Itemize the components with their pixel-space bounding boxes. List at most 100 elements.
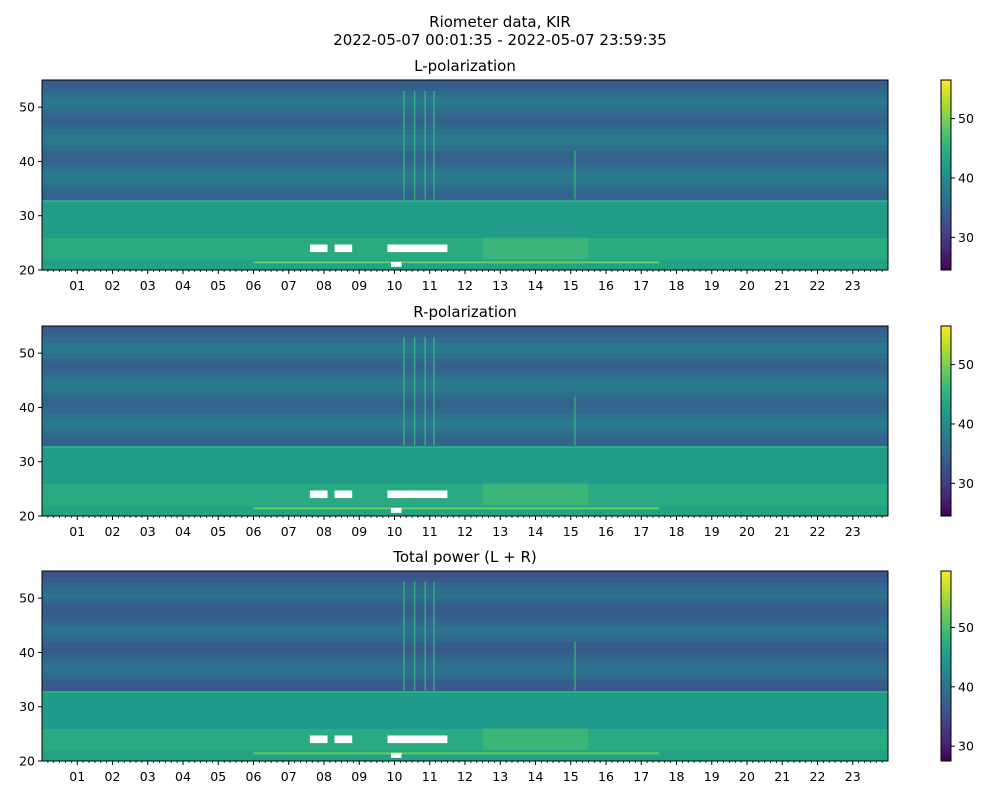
- x-tick-label: 17: [633, 278, 649, 293]
- spike: [433, 336, 435, 446]
- heatmap-row: [42, 194, 888, 200]
- x-tick-label: 18: [669, 524, 685, 539]
- heatmap-row: [42, 717, 888, 724]
- heatmap-row: [42, 396, 888, 403]
- heatmap-row: [42, 380, 888, 387]
- heatmap-line: [253, 261, 659, 264]
- heatmap-line: [253, 507, 659, 510]
- figure-subtitle: 2022-05-07 00:01:35 - 2022-05-07 23:59:3…: [333, 31, 667, 49]
- heatmap-enhancement: [482, 483, 589, 506]
- x-tick-label: 03: [140, 278, 156, 293]
- x-tick-label: 13: [492, 769, 508, 784]
- colorbar: [940, 325, 952, 517]
- heatmap-row: [42, 445, 888, 452]
- y-tick-label: 20: [19, 509, 35, 524]
- y-tick-label: 30: [19, 208, 35, 223]
- x-tick-label: 08: [316, 769, 332, 784]
- x-tick-label: 19: [704, 524, 720, 539]
- y-tick-label: 20: [19, 263, 35, 278]
- x-tick-label: 03: [140, 769, 156, 784]
- heatmap-row: [42, 226, 888, 233]
- x-tick-label: 19: [704, 278, 720, 293]
- panels: L-polarization 20 30 40 50 01 02 03 04 05 06 07 08 09…: [19, 57, 974, 784]
- heatmap-row: [42, 139, 888, 146]
- x-tick-label: 14: [528, 278, 544, 293]
- colorbar: [940, 79, 952, 271]
- heatmap-row: [42, 674, 888, 681]
- heatmap-row: [42, 510, 888, 517]
- heatmap-row: [42, 161, 888, 168]
- heatmap-row: [42, 630, 888, 637]
- heatmap-row: [42, 625, 888, 632]
- heatmap-row: [42, 90, 888, 97]
- saturation-block: [334, 735, 353, 744]
- x-tick-label: 08: [316, 524, 332, 539]
- heatmap-row: [42, 369, 888, 376]
- heatmap-row: [42, 237, 888, 244]
- x-tick-label: 04: [175, 278, 191, 293]
- heatmap-row: [42, 483, 888, 490]
- spike: [413, 336, 416, 446]
- heatmap-row: [42, 358, 888, 365]
- colorbar-tick-label: 40: [958, 170, 974, 185]
- x-tick-label: 01: [69, 769, 85, 784]
- x-tick-label: 01: [69, 278, 85, 293]
- colorbar: [940, 570, 952, 762]
- heatmap-row: [42, 221, 888, 228]
- spike: [433, 90, 435, 200]
- x-tick-label: 11: [422, 278, 438, 293]
- heatmap-row: [42, 128, 888, 135]
- heatmap-row: [42, 663, 888, 670]
- saturation-block: [309, 735, 328, 744]
- heatmap-enhancement: [482, 237, 589, 260]
- colorbar-tick-label: 50: [958, 111, 974, 126]
- heatmap-row: [42, 342, 888, 349]
- heatmap-row: [42, 706, 888, 713]
- x-tick-label: 16: [598, 769, 614, 784]
- heatmap-row: [42, 156, 888, 162]
- heatmap-row: [42, 429, 888, 436]
- heatmap-row: [42, 210, 888, 217]
- heatmap-row: [42, 472, 888, 479]
- colorbar-tick-label: 30: [958, 739, 974, 754]
- spike: [433, 581, 435, 691]
- heatmap-row: [42, 488, 888, 495]
- x-tick-label: 06: [246, 524, 262, 539]
- x-tick-label: 02: [105, 278, 121, 293]
- x-tick-label: 20: [739, 524, 755, 539]
- heatmap-row: [42, 134, 888, 141]
- x-tick-label: 05: [210, 769, 226, 784]
- saturation-block: [309, 244, 328, 253]
- x-tick-label: 05: [210, 524, 226, 539]
- colorbar-tick-label: 50: [958, 620, 974, 635]
- x-tick-label: 21: [774, 278, 790, 293]
- heatmap-row: [42, 188, 888, 195]
- heatmap-row: [42, 598, 888, 605]
- heatmap-row: [42, 679, 888, 686]
- x-tick-label: 17: [633, 524, 649, 539]
- spike: [403, 336, 405, 446]
- saturation-block: [387, 490, 448, 499]
- heatmap: [42, 571, 888, 762]
- x-tick-label: 11: [422, 524, 438, 539]
- heatmap-row: [42, 423, 888, 430]
- heatmap-row: [42, 494, 888, 501]
- saturation-block: [334, 244, 353, 253]
- x-tick-label: 22: [810, 769, 826, 784]
- heatmap-row: [42, 347, 888, 354]
- x-tick-label: 02: [105, 769, 121, 784]
- heatmap-row: [42, 331, 888, 338]
- x-tick-label: 01: [69, 524, 85, 539]
- heatmap-row: [42, 755, 888, 762]
- heatmap-line: [253, 752, 659, 755]
- x-tick-label: 22: [810, 278, 826, 293]
- spike: [574, 396, 576, 446]
- heatmap-row: [42, 434, 888, 441]
- heatmap-row: [42, 652, 888, 659]
- heatmap-row: [42, 467, 888, 474]
- x-tick-label: 07: [281, 769, 297, 784]
- heatmap-row: [42, 248, 888, 255]
- x-tick-label: 04: [175, 524, 191, 539]
- x-tick-label: 09: [351, 524, 367, 539]
- colorbar-tick-label: 40: [958, 416, 974, 431]
